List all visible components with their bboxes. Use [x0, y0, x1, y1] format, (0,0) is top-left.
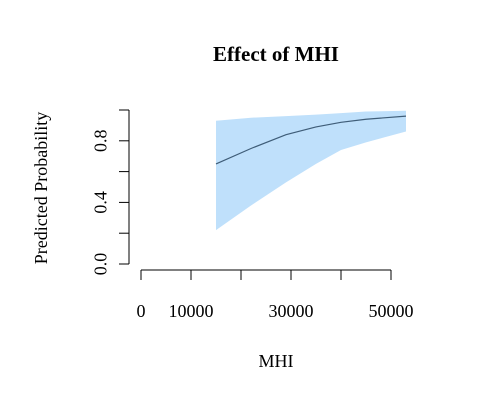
y-tick-label: 0.8	[90, 130, 110, 153]
y-axis: 0.0 0.4 0.8	[90, 109, 130, 276]
y-ticks: 0.0 0.4 0.8	[90, 109, 129, 276]
x-tick-label: 50000	[369, 301, 414, 321]
y-tick-label: 0.4	[90, 191, 110, 214]
y-axis-label: Predicted Probability	[31, 112, 51, 264]
x-tick-label: 0	[137, 301, 146, 321]
y-tick-label: 0.0	[90, 253, 110, 276]
series-line	[215, 115, 407, 165]
x-axis: 0 10000 30000 50000	[137, 269, 414, 321]
x-tick-label: 30000	[269, 301, 314, 321]
x-ticks: 0 10000 30000 50000	[137, 270, 414, 321]
chart-title: Effect of MHI	[213, 42, 339, 66]
confidence-band	[216, 110, 406, 231]
x-tick-label: 10000	[169, 301, 214, 321]
x-axis-label: MHI	[259, 351, 294, 371]
plot-area	[215, 110, 407, 231]
